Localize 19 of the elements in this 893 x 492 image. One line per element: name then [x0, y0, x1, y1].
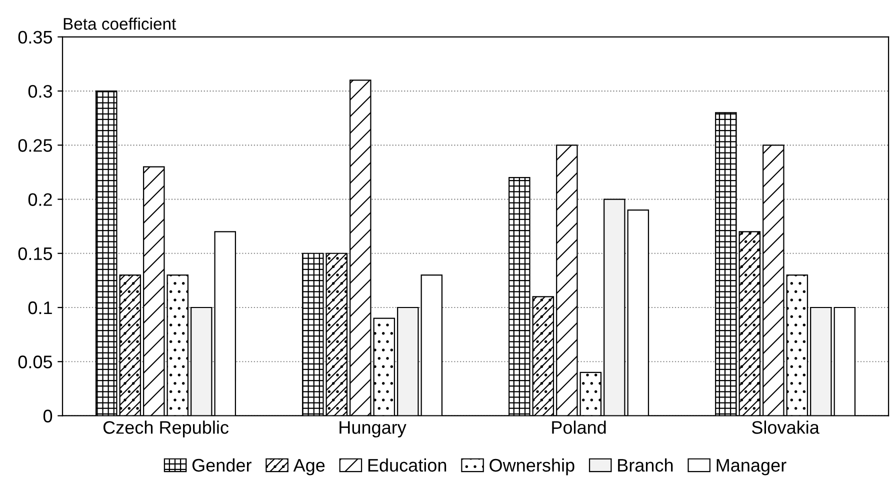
x-tick-label: Hungary [340, 421, 406, 438]
y-tick-label: 0.25 [18, 139, 52, 152]
x-tick-label: Slovakia [752, 420, 820, 434]
legend-label: Branch [618, 458, 673, 472]
y-tick-label: 0.35 [18, 30, 52, 44]
y-tick-label: 0.15 [18, 247, 52, 260]
x-tick-label: Czech Republic [103, 420, 229, 438]
x-tick-label: Poland [552, 420, 606, 434]
legend-label: Ownership [490, 458, 574, 476]
y-tick-label: 0 [43, 410, 52, 422]
y-axis-title: Beta coefficient [64, 18, 176, 30]
y-tick-label: 0.2 [28, 193, 52, 206]
y-tick-label: 0.1 [28, 301, 52, 314]
legend-label: Age [293, 459, 325, 476]
legend-label: Manager [716, 459, 786, 476]
y-tick-label: 0.05 [18, 356, 52, 368]
legend-label: Education [368, 458, 446, 472]
y-tick-label: 0.3 [28, 84, 52, 98]
legend-label: Gender [192, 458, 252, 472]
